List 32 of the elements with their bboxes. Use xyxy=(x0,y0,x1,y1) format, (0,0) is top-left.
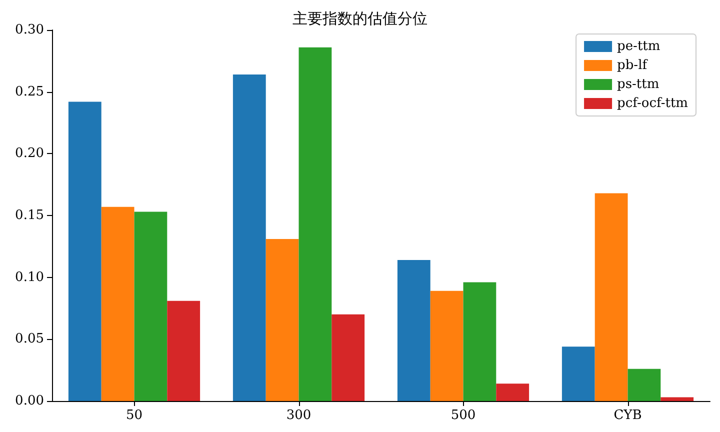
bar xyxy=(463,282,496,401)
bar xyxy=(430,290,464,401)
bar xyxy=(660,397,694,401)
x-tick-label: 500 xyxy=(450,408,476,423)
bar xyxy=(397,260,430,401)
bar xyxy=(68,102,102,401)
y-tick-label: 0.30 xyxy=(15,22,44,38)
bar xyxy=(134,212,168,401)
legend-label: pcf-ocf-ttm xyxy=(617,96,688,111)
legend-label: ps-ttm xyxy=(617,77,660,92)
x-tick-label: 50 xyxy=(126,408,143,423)
y-tick-label: 0.20 xyxy=(15,146,44,162)
legend-label: pe-ttm xyxy=(617,39,660,54)
y-tick-label: 0.00 xyxy=(15,394,44,408)
y-tick-label: 0.10 xyxy=(15,270,44,285)
y-tick-label: 0.05 xyxy=(15,332,44,347)
bar xyxy=(101,206,134,401)
y-tick-label: 0.15 xyxy=(15,208,44,223)
x-tick-label: 300 xyxy=(286,408,312,423)
chart-title: 主要指数的估值分位 xyxy=(292,10,428,28)
bar xyxy=(496,384,530,401)
bar xyxy=(266,238,299,401)
legend-label: pb-lf xyxy=(617,58,648,73)
x-tick-label: CYB xyxy=(614,408,642,423)
bar xyxy=(562,346,595,401)
bar xyxy=(167,300,200,401)
bar xyxy=(594,193,628,401)
bar xyxy=(298,47,332,401)
bar xyxy=(332,314,365,401)
y-tick-label: 0.25 xyxy=(15,84,44,100)
bar xyxy=(232,74,266,401)
bar xyxy=(628,368,661,401)
